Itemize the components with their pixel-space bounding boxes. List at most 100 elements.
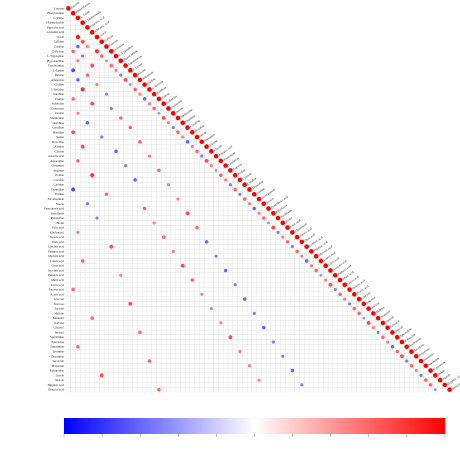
grid-cell [99,177,105,183]
grid-cell [80,220,86,226]
grid-cell [256,348,262,355]
correlation-point [128,68,133,73]
grid-cell [94,325,100,331]
grid-cell [232,272,238,278]
grid-cell [113,301,119,307]
grid-cell [156,253,162,259]
correlation-point [147,359,152,363]
grid-cell [127,263,133,269]
grid-cell [113,263,119,269]
grid-cell [70,210,76,216]
grid-cell [118,358,124,364]
grid-cell [180,220,186,226]
grid-cell [208,220,214,226]
grid-cell [185,320,191,326]
grid-cell [165,272,171,278]
row-label: Dopamine [52,354,65,358]
row-label: Fructose [54,302,65,306]
grid-cell [151,387,157,393]
grid-cell [84,125,90,131]
correlation-point [414,368,418,373]
grid-cell [161,229,167,235]
grid-cell [80,372,86,378]
grid-cell [94,320,100,326]
row-label: Theobromine [48,64,65,68]
row-label: Thymidine [51,187,65,191]
correlation-point [280,220,286,226]
grid-cell [246,358,252,364]
grid-cell [256,287,262,293]
row-label: Glycine [55,149,65,153]
grid-cell [99,182,105,188]
correlation-point [328,282,333,287]
grid-cell [165,225,171,231]
grid-cell [75,96,81,102]
grid-cell [151,115,157,121]
grid-cell [227,225,233,231]
grid-cell [99,48,105,54]
grid-cell [294,329,300,335]
grid-cell [232,372,238,378]
grid-cell [127,105,133,111]
grid-cell [142,387,148,393]
grid-cell [375,363,381,369]
grid-cell [266,368,272,374]
grid-cell [256,368,262,374]
grid-cell [194,177,200,183]
grid-cell [132,329,138,335]
grid-cell [261,387,267,393]
grid-cell [132,129,138,135]
grid-cell [223,196,229,202]
grid-cell [127,210,133,216]
grid-cell [65,15,71,21]
grid-cell [280,334,286,340]
grid-cell [266,329,272,335]
grid-cell [204,153,210,159]
grid-cell [170,258,176,264]
grid-cell [84,101,90,107]
grid-cell [70,263,76,269]
grid-cell [113,320,119,326]
grid-cell [266,358,272,364]
grid-cell [132,258,138,264]
grid-cell [103,53,110,59]
grid-cell [237,339,243,345]
grid-cell [208,382,214,388]
correlation-point [371,311,376,316]
grid-cell [327,320,333,326]
grid-cell [113,277,119,283]
grid-cell [189,325,195,331]
correlation-point [275,215,281,221]
row-label: Uridine [55,192,65,196]
grid-cell [94,43,100,50]
grid-cell [194,253,200,259]
correlation-point [423,363,429,369]
grid-cell [256,234,262,240]
column-label: Skatole [442,372,452,381]
grid-cell [108,153,114,159]
grid-cell [103,348,110,355]
correlation-point [195,149,199,154]
grid-cell [370,382,376,388]
grid-cell [113,387,119,393]
grid-cell [132,196,138,202]
grid-cell [89,244,95,250]
grid-cell [185,196,191,202]
grid-cell [156,301,162,307]
grid-cell [113,220,119,226]
grid-cell [146,225,152,231]
grid-cell [146,344,152,350]
grid-cell [80,225,86,231]
grid-cell [313,272,319,278]
grid-cell [80,277,86,283]
grid-cell [323,282,329,288]
grid-cell [280,348,286,355]
correlation-point [138,330,142,335]
grid-cell [370,320,376,326]
grid-cell [251,272,257,278]
column-label: Methionine [180,107,194,119]
grid-cell [256,296,262,302]
grid-cell [237,377,243,383]
grid-cell [165,306,171,312]
grid-cell [275,315,281,321]
